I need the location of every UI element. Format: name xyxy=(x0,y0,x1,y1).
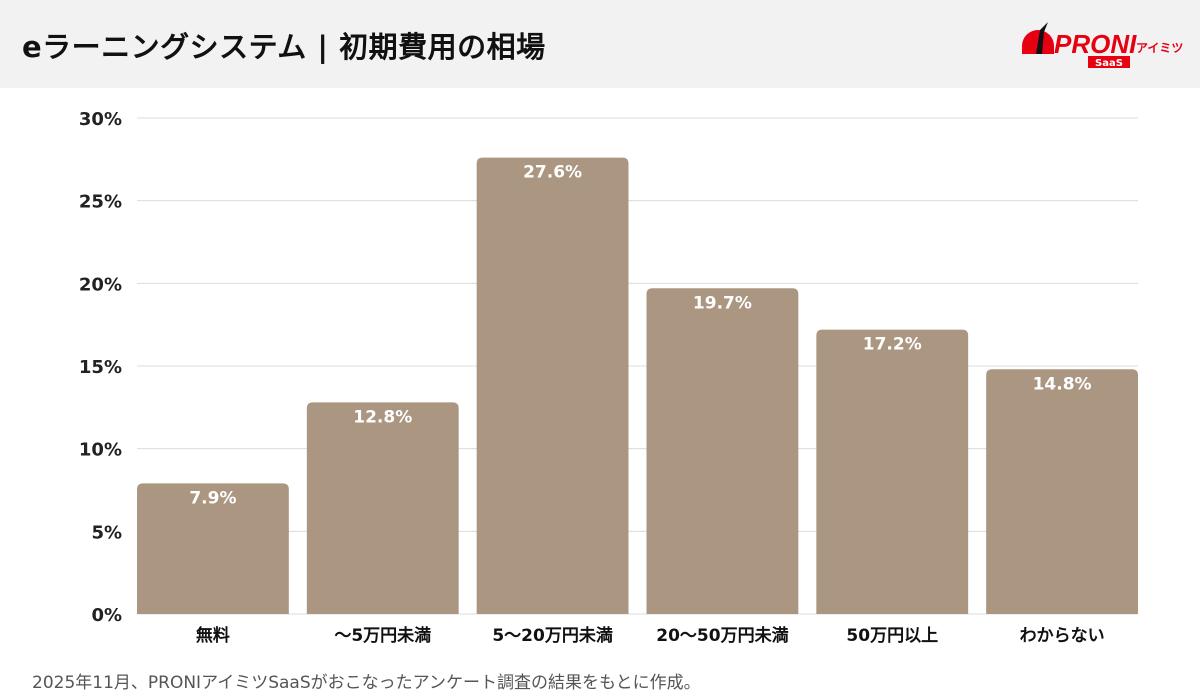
data-label: 17.2% xyxy=(863,335,922,355)
y-tick-label: 0% xyxy=(91,605,122,626)
y-tick-label: 10% xyxy=(79,440,122,461)
x-tick-label: 20〜50万円未満 xyxy=(656,625,788,646)
bar xyxy=(306,402,459,614)
y-tick-label: 30% xyxy=(79,109,122,130)
bar xyxy=(646,288,799,614)
x-tick-label: 無料 xyxy=(196,625,230,646)
page-title: eラーニングシステム | 初期費用の相場 xyxy=(22,30,546,64)
x-tick-label: わからない xyxy=(1020,626,1105,646)
bar xyxy=(476,157,629,614)
y-tick-label: 20% xyxy=(79,274,122,295)
x-tick-label: 5〜20万円未満 xyxy=(492,625,613,646)
data-label: 12.8% xyxy=(353,407,412,427)
data-label: 7.9% xyxy=(189,488,236,508)
data-label: 19.7% xyxy=(693,293,752,313)
bar xyxy=(986,369,1138,614)
header: eラーニングシステム | 初期費用の相場 PRONI アイミツ SaaS xyxy=(0,0,1200,88)
bar xyxy=(816,329,969,614)
y-tick-label: 15% xyxy=(79,357,122,378)
x-tick-label: 〜5万円未満 xyxy=(334,625,431,646)
svg-text:アイミツ: アイミツ xyxy=(1136,41,1183,55)
source-note: 2025年11月、PRONIアイミツSaaSがおこなったアンケート調査の結果をも… xyxy=(32,673,701,693)
y-tick-label: 5% xyxy=(91,522,122,543)
proni-logo: PRONI アイミツ SaaS xyxy=(1022,22,1183,69)
x-tick-label: 50万円以上 xyxy=(846,626,938,646)
svg-text:PRONI: PRONI xyxy=(1054,29,1137,59)
data-label: 27.6% xyxy=(523,163,582,183)
y-tick-label: 25% xyxy=(79,192,122,213)
bar xyxy=(137,483,289,614)
svg-text:SaaS: SaaS xyxy=(1095,58,1123,69)
data-label: 14.8% xyxy=(1033,374,1092,394)
